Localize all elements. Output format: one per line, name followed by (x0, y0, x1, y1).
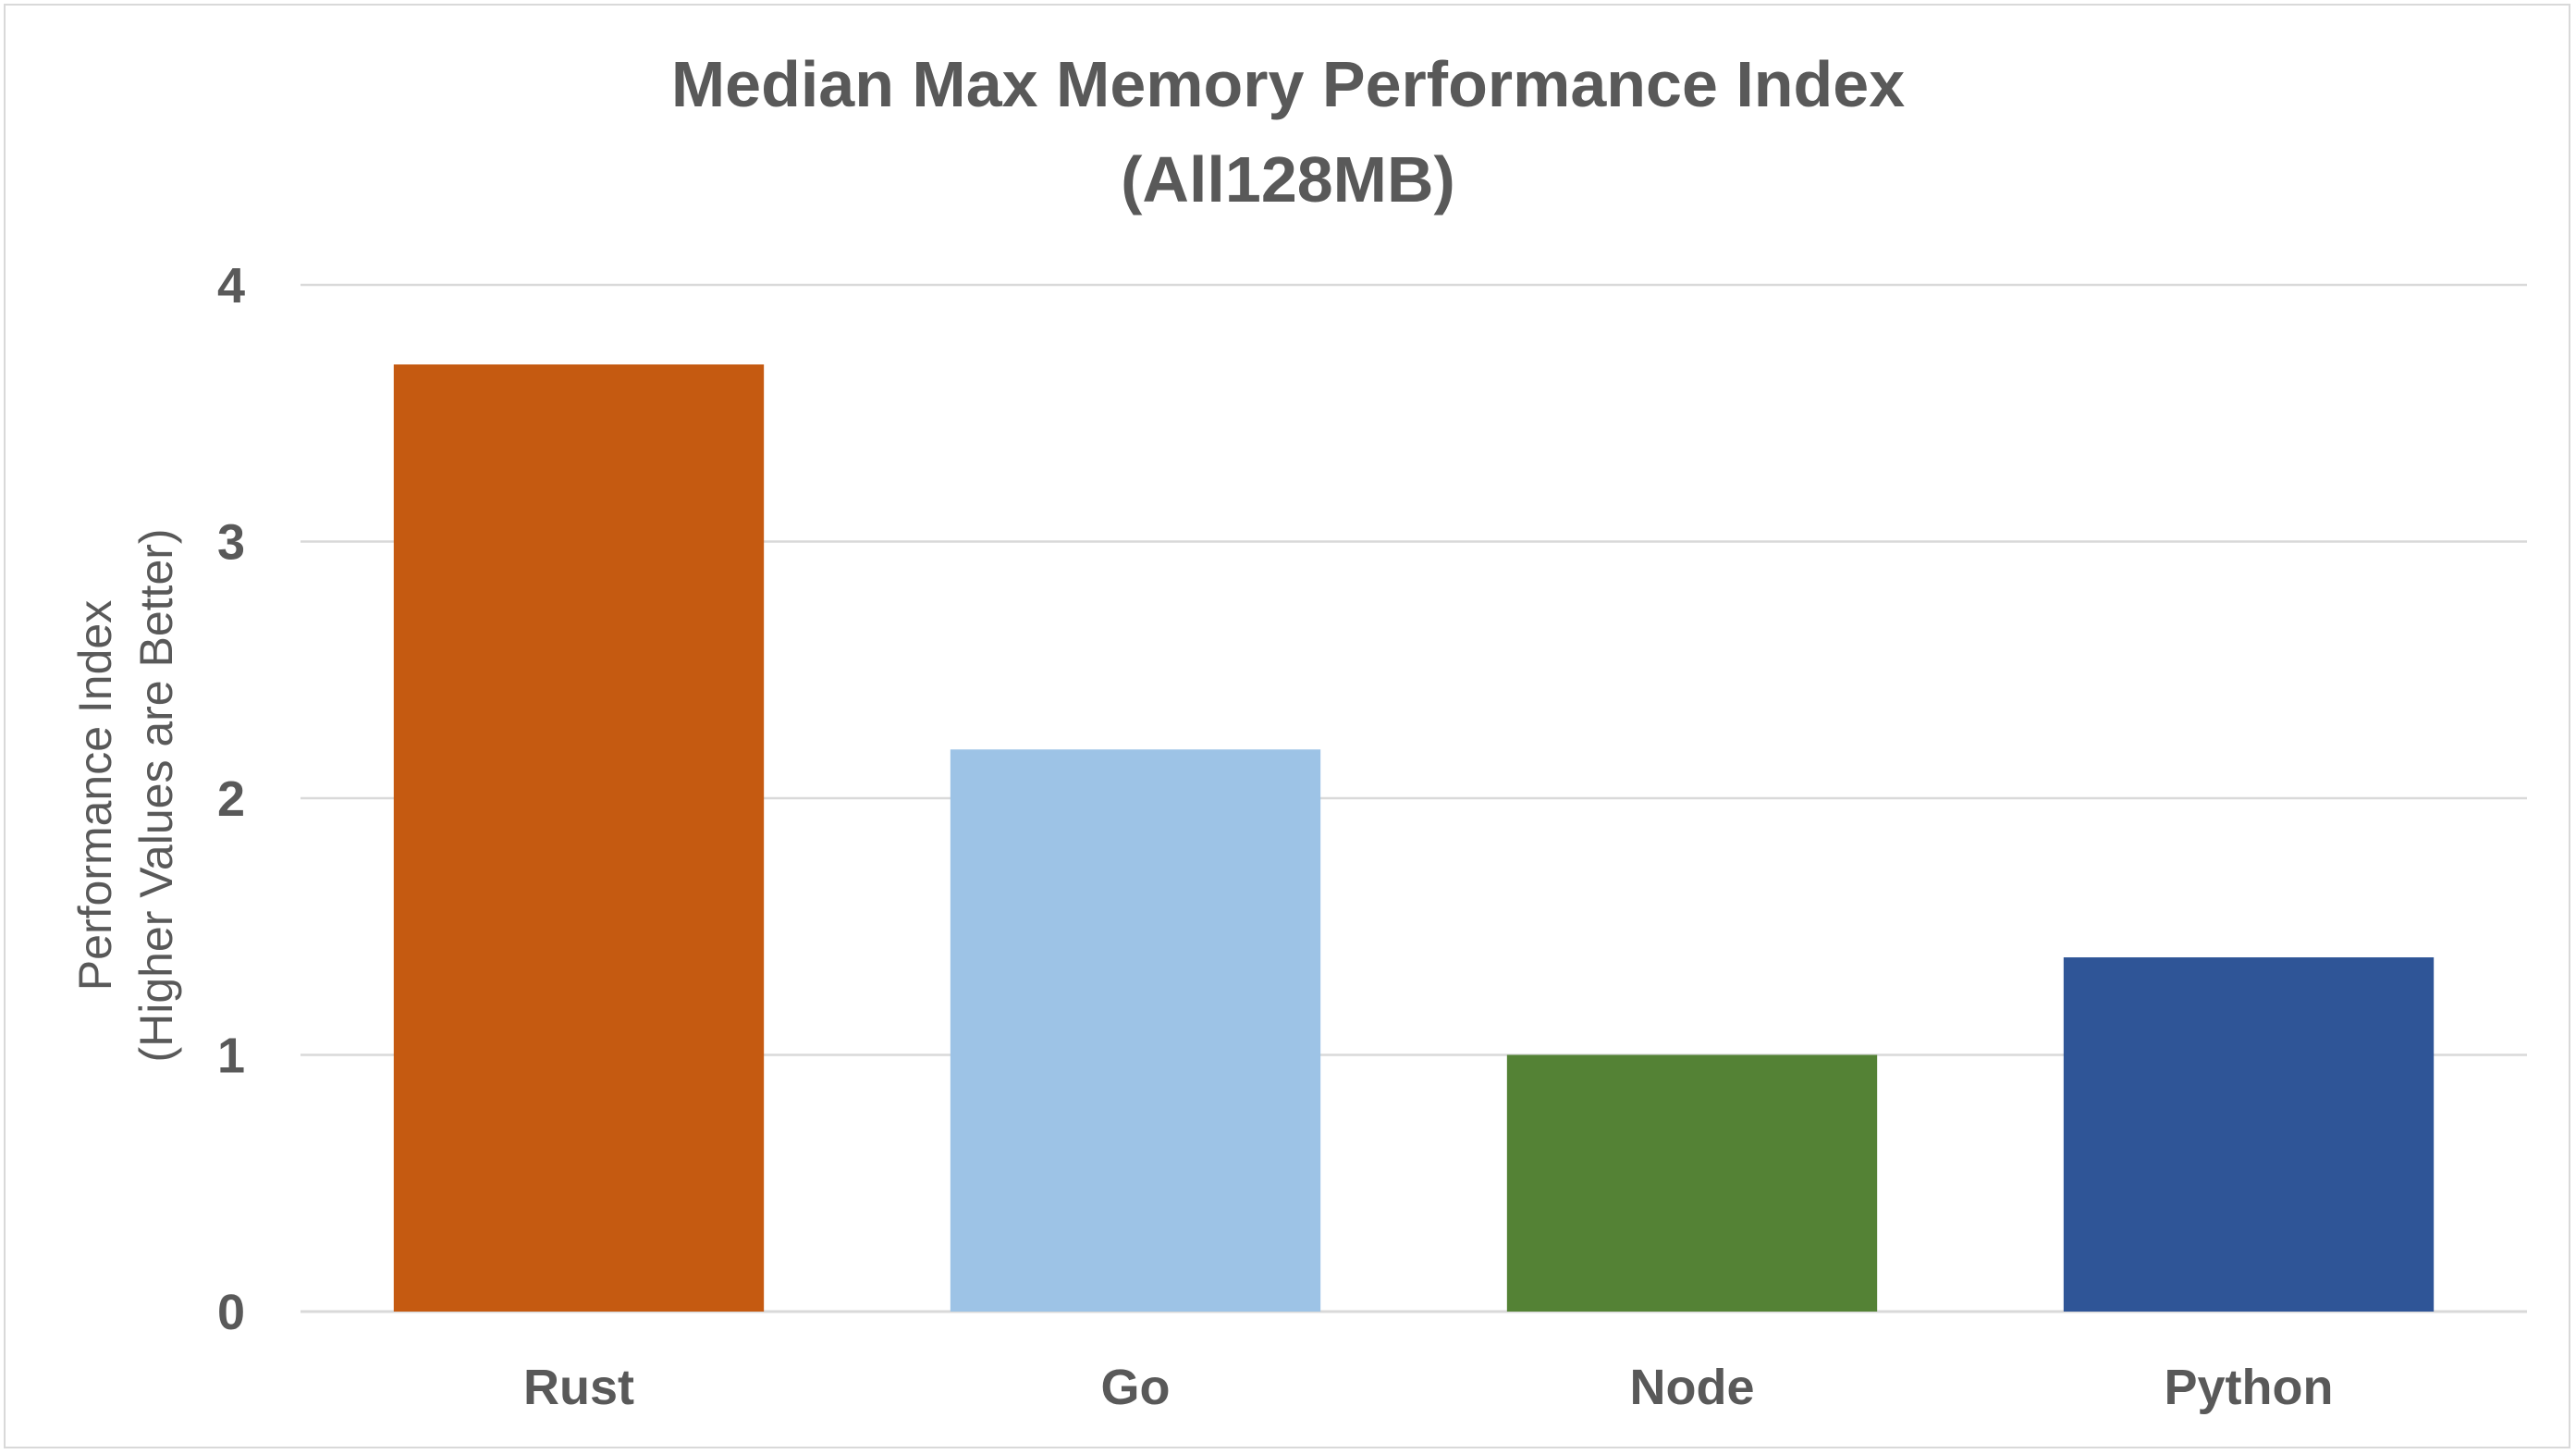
x-tick-label-rust: Rust (523, 1360, 634, 1415)
x-tick-label-go: Go (1101, 1360, 1171, 1415)
y-tick-labels: 0 1 2 3 4 (217, 258, 245, 1340)
y-axis-label-line1: Performance Index (69, 600, 121, 991)
bars (393, 364, 2435, 1312)
bar-rust (393, 364, 765, 1312)
y-tick-label: 1 (217, 1029, 245, 1084)
x-tick-labels: Rust Go Node Python (523, 1360, 2334, 1415)
y-tick-label: 0 (217, 1285, 245, 1340)
x-tick-label-python: Python (2165, 1360, 2334, 1415)
x-tick-label-node: Node (1630, 1360, 1755, 1415)
chart-title: Median Max Memory Performance Index (671, 48, 1905, 120)
y-axis-label: Performance Index (Higher Values are Bet… (69, 528, 182, 1062)
y-tick-label: 3 (217, 515, 245, 571)
chart-subtitle: (All128MB) (1121, 143, 1455, 216)
bar-node (1506, 1054, 1878, 1312)
y-tick-label: 2 (217, 771, 245, 827)
y-axis-label-line2: (Higher Values are Better) (130, 528, 182, 1062)
bar-go (950, 749, 1321, 1312)
bar-python (2063, 957, 2435, 1312)
y-tick-label: 4 (217, 258, 245, 314)
